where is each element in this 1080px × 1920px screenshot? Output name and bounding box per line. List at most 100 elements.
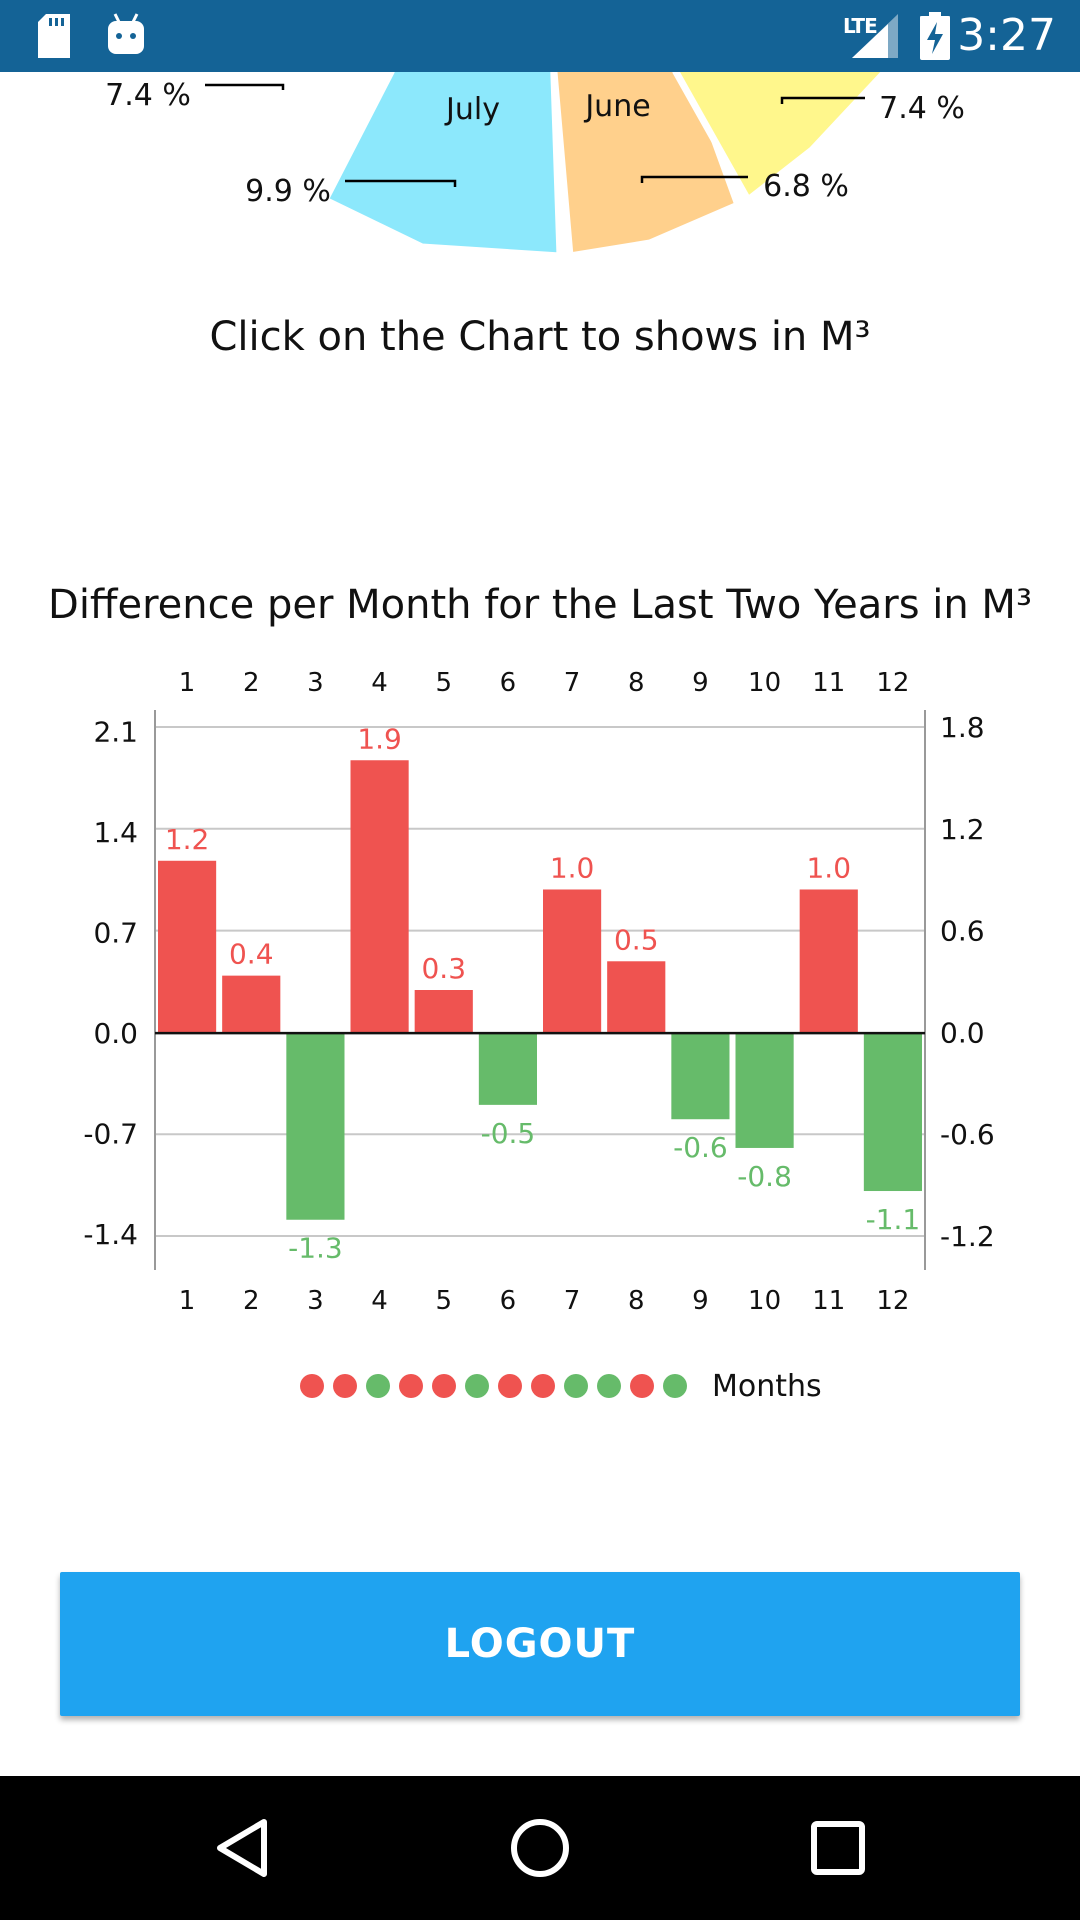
status-time: 3:27 [957,10,1056,61]
right-axis-tick-2: 0.6 [940,915,985,948]
bar-value-label-2: 0.4 [229,938,274,971]
x-tick-bottom-1: 1 [179,1286,196,1316]
pie-chart[interactable]: 7.4 % July 9.9 % June 6.8 % 7.4 % [0,72,1080,272]
x-tick-bottom-10: 10 [748,1286,781,1316]
x-tick-bottom-6: 6 [500,1286,517,1316]
legend-dot-9 [564,1374,588,1398]
x-tick-bottom-8: 8 [628,1286,645,1316]
legend-dot-3 [366,1374,390,1398]
x-tick-top-8: 8 [628,668,645,698]
x-tick-bottom-12: 12 [876,1286,909,1316]
right-axis-tick-3: 0.0 [940,1016,985,1049]
x-tick-top-11: 11 [812,668,845,698]
pie-percent-label-3: 6.8 % [763,169,849,204]
left-axis-tick-3: 0.0 [93,1017,138,1050]
legend-dot-6 [465,1374,489,1398]
pie-slice-2[interactable] [321,72,564,260]
right-axis-tick-1: 1.2 [940,813,985,846]
bar-7[interactable] [543,889,602,1034]
bar-4[interactable] [350,760,409,1034]
legend-dot-10 [597,1374,621,1398]
bar-value-label-4: 1.9 [357,722,402,755]
bar-10[interactable] [735,1033,794,1148]
bar-value-label-10: -0.8 [737,1160,792,1193]
x-tick-top-10: 10 [748,668,781,698]
x-tick-bottom-4: 4 [371,1286,388,1316]
sd-card-icon [38,14,70,58]
x-tick-bottom-3: 3 [307,1286,324,1316]
x-tick-bottom-5: 5 [435,1286,452,1316]
bar-1[interactable] [158,860,217,1034]
x-tick-top-1: 1 [179,668,196,698]
pie-leader-line-3 [640,175,748,183]
x-tick-top-12: 12 [876,668,909,698]
legend-dot-11 [630,1374,654,1398]
x-tick-bottom-7: 7 [564,1286,581,1316]
bar-11[interactable] [799,889,858,1034]
bar-value-label-12: -1.1 [866,1203,921,1236]
bar-value-label-1: 1.2 [165,823,210,856]
pie-leader-line-2 [345,179,457,187]
legend-dot-4 [399,1374,423,1398]
bar-value-label-3: -1.3 [288,1232,343,1265]
left-axis-tick-5: -1.4 [83,1218,138,1251]
x-tick-top-2: 2 [243,668,260,698]
status-bar: LTE 3:27 [0,0,1080,72]
signal-icon [852,14,898,58]
x-tick-top-6: 6 [500,668,517,698]
pie-slice-4[interactable] [540,72,889,204]
pie-percent-label-1: 7.4 % [105,78,191,113]
logout-button[interactable]: LOGOUT [60,1572,1020,1716]
legend-dot-5 [432,1374,456,1398]
pie-caption: Click on the Chart to shows in M³ [209,314,871,360]
pie-leader-line-4 [780,96,865,104]
bar-value-label-5: 0.3 [421,952,466,985]
bar-chart[interactable]: 1.2 0.4 -1.3 1.9 0.3 -0.5 1.0 0.5 -0.6 -0.8 1.0 -1.… [0,640,1080,1320]
pie-percent-label-4: 7.4 % [879,91,965,126]
right-axis-tick-4: -0.6 [940,1118,995,1151]
bar-chart-title: Difference per Month for the Last Two Ye… [48,582,1032,628]
x-tick-top-5: 5 [435,668,452,698]
left-axis-tick-0: 2.1 [93,716,138,749]
bar-5[interactable] [414,990,473,1034]
bar-value-label-8: 0.5 [614,923,659,956]
left-axis-tick-4: -0.7 [83,1118,138,1151]
x-tick-top-7: 7 [564,668,581,698]
bar-value-label-6: -0.5 [481,1117,536,1150]
pie-slice-label-2: July [444,92,500,127]
chart-legend: Months [300,1366,822,1406]
pie-percent-label-2: 9.9 % [245,174,331,209]
x-tick-bottom-9: 9 [692,1286,709,1316]
bar-12[interactable] [863,1033,922,1192]
navigation-bar [0,1776,1080,1920]
recents-icon[interactable] [808,1818,868,1878]
bar-value-label-11: 1.0 [806,851,851,884]
bar-8[interactable] [607,961,666,1034]
x-tick-top-9: 9 [692,668,709,698]
right-axis-tick-5: -1.2 [940,1220,995,1253]
legend-dot-8 [531,1374,555,1398]
android-icon [108,13,144,54]
back-icon[interactable] [210,1816,274,1880]
legend-dot-7 [498,1374,522,1398]
left-axis-tick-1: 1.4 [93,816,138,849]
legend-dot-1 [300,1374,324,1398]
right-axis-tick-0: 1.8 [940,711,985,744]
x-tick-top-3: 3 [307,668,324,698]
x-tick-bottom-2: 2 [243,1286,260,1316]
legend-dot-2 [333,1374,357,1398]
home-icon[interactable] [508,1816,572,1880]
pie-leader-line-1 [205,83,285,90]
network-type-label: LTE [843,14,878,38]
bar-2[interactable] [222,975,281,1034]
bar-3[interactable] [286,1033,345,1220]
bar-value-label-9: -0.6 [673,1131,728,1164]
pie-slice-label-3: June [583,89,650,124]
left-axis-tick-2: 0.7 [93,917,138,950]
bar-6[interactable] [478,1033,537,1105]
legend-dot-12 [663,1374,687,1398]
x-tick-bottom-11: 11 [812,1286,845,1316]
bar-9[interactable] [671,1033,730,1120]
battery-charging-icon [920,12,950,60]
bar-value-label-7: 1.0 [550,851,595,884]
